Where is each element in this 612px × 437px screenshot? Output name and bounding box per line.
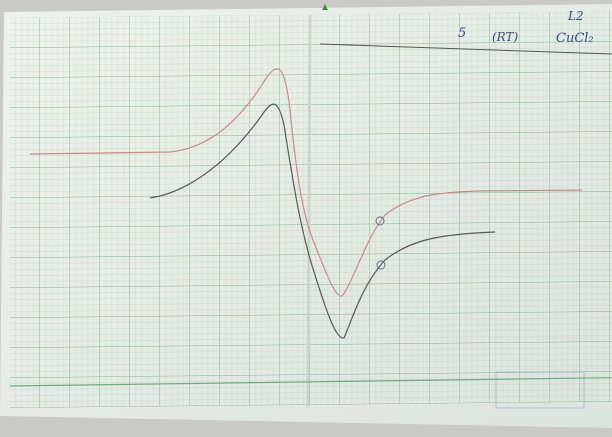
- tag: L2: [567, 9, 584, 23]
- label: 5: [458, 26, 466, 41]
- marker: [376, 260, 386, 270]
- sample: CuCl₂: [556, 31, 594, 46]
- paper-fold: [306, 14, 312, 407]
- red-trace: [29, 68, 583, 297]
- condition: (RT): [492, 30, 519, 44]
- marker: [375, 216, 385, 226]
- pen-marker: [322, 4, 328, 10]
- note-box: [495, 371, 585, 409]
- grid-area: [10, 11, 612, 408]
- grid: [9, 11, 612, 408]
- header-rule: [319, 43, 612, 55]
- baseline: [9, 377, 612, 387]
- black-trace: [149, 103, 496, 339]
